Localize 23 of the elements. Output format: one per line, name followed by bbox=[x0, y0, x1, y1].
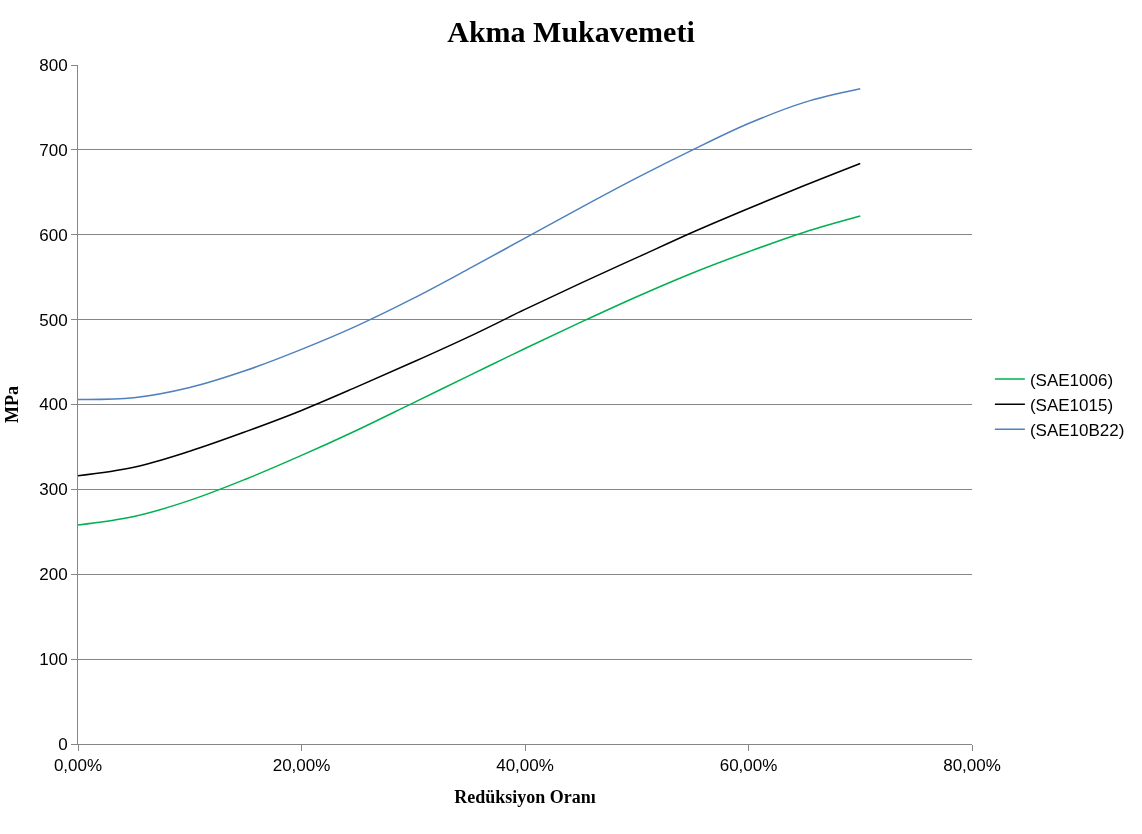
x-tick-label: 60,00% bbox=[719, 756, 778, 776]
chart-title: Akma Mukavemeti bbox=[447, 14, 695, 48]
line-series bbox=[78, 215, 861, 526]
y-tick-label: 300 bbox=[39, 480, 68, 500]
legend-label: (SAE1006) bbox=[1029, 370, 1114, 390]
x-tick-label: 40,00% bbox=[496, 756, 554, 776]
y-tick-label: 100 bbox=[39, 650, 68, 670]
y-tick-label: 400 bbox=[39, 395, 68, 415]
legend-label: (SAE1015) bbox=[1029, 395, 1114, 415]
y-tick-label: 800 bbox=[39, 55, 68, 75]
x-tick-label: 0,00% bbox=[53, 756, 103, 776]
y-axis-title: MPa bbox=[2, 386, 23, 423]
legend-label: (SAE10B22) bbox=[1029, 420, 1125, 440]
y-tick-label: 200 bbox=[39, 565, 68, 585]
x-tick-label: 80,00% bbox=[943, 756, 1001, 776]
x-tick-label: 20,00% bbox=[272, 756, 331, 776]
y-tick-label: 700 bbox=[39, 140, 68, 160]
y-tick-label: 500 bbox=[39, 310, 68, 330]
y-tick-label: 0 bbox=[58, 734, 68, 754]
line-series bbox=[78, 162, 861, 477]
y-tick-label: 600 bbox=[39, 225, 68, 245]
line-series bbox=[78, 88, 861, 401]
x-axis-title: Redüksiyon Oranı bbox=[454, 786, 596, 807]
